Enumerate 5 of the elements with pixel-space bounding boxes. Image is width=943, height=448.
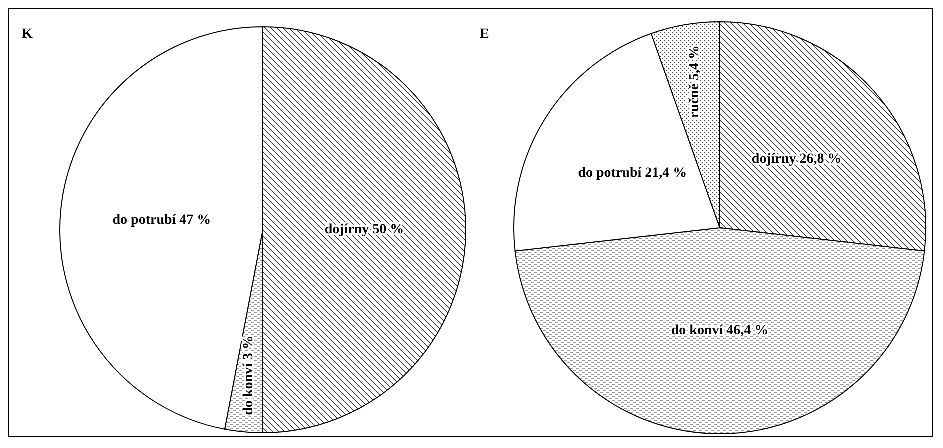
chart-title: E	[480, 27, 490, 42]
slice-label: do konví 46,4 %	[671, 324, 769, 338]
slice-label: ručně 5,4 %	[687, 45, 702, 118]
chart-title: K	[22, 27, 33, 42]
slice-label: do konví 3 %	[242, 336, 257, 416]
